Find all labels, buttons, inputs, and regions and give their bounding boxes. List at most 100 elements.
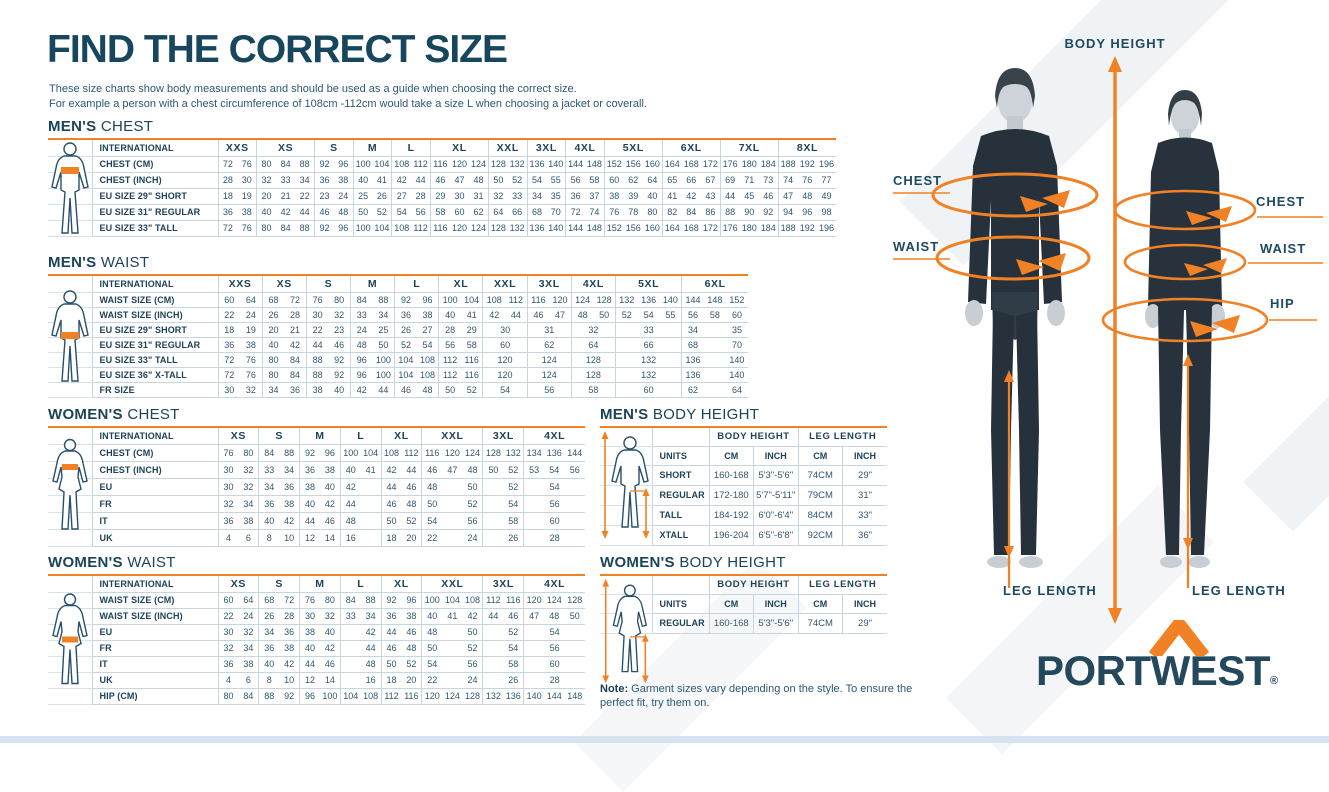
size-cell: 42 xyxy=(462,608,483,625)
size-cell: 34 xyxy=(360,608,382,625)
size-cell: 52 xyxy=(462,640,483,657)
bh-cell: 196-204 xyxy=(708,525,754,546)
size-cell: 19 xyxy=(237,188,257,205)
size-cell: 50 xyxy=(593,307,616,323)
size-cell: 12 xyxy=(299,529,320,547)
size-cell: 46 xyxy=(328,337,351,353)
size-cell: 38 xyxy=(279,640,300,657)
column-header-international: INTERNATIONAL xyxy=(91,427,219,445)
row-label: FR SIZE xyxy=(91,382,219,398)
size-cell: 44 xyxy=(360,640,382,657)
bh-group-header: LEG LENGTH xyxy=(797,427,888,447)
column-header-international: INTERNATIONAL xyxy=(91,139,219,157)
waist-label-man: WAIST xyxy=(893,239,940,254)
size-cell: 6 xyxy=(238,672,259,689)
size-group-header-xxs: XXS xyxy=(217,139,257,157)
size-cell xyxy=(442,672,463,689)
size-cell: 33 xyxy=(339,608,361,625)
size-cell xyxy=(360,478,382,496)
size-cell: 26 xyxy=(503,529,524,547)
size-cell: 48 xyxy=(360,656,382,673)
size-cell: 152 xyxy=(603,156,624,173)
size-cell: 60 xyxy=(614,382,682,398)
size-cell: 68 xyxy=(526,204,547,221)
size-cell: 98 xyxy=(816,204,837,221)
size-cell: 38 xyxy=(238,656,259,673)
row-label: FR xyxy=(91,640,219,657)
section-womens-waist: WOMEN'S WAIST INTERNATIONAL XS S M L XL XXL 3XL… xyxy=(48,554,585,705)
mens-waist-figure-icon xyxy=(51,290,89,382)
size-group-header-xs: XS xyxy=(256,139,315,157)
size-cell: 56 xyxy=(526,382,572,398)
size-cell: 184 xyxy=(758,220,779,237)
size-cell xyxy=(482,495,504,513)
size-cell: 84 xyxy=(275,220,296,237)
size-cell: 42 xyxy=(279,512,300,530)
size-cell: 32 xyxy=(217,640,239,657)
size-cell: 100 xyxy=(352,220,373,237)
size-group-header-3xl: 3XL xyxy=(526,275,572,293)
size-cell: 32 xyxy=(570,322,616,338)
row-label: EU SIZE 33" TALL xyxy=(91,352,219,368)
size-cell: 88 xyxy=(305,352,329,368)
size-cell: 41 xyxy=(661,188,682,205)
size-cell xyxy=(339,640,361,657)
size-cell: 144 xyxy=(681,292,704,308)
size-group-header-xxl: XXL xyxy=(482,275,528,293)
size-cell: 44 xyxy=(719,188,740,205)
leg-length-label-man: LEG LENGTH xyxy=(1003,583,1097,598)
size-cell: 76 xyxy=(240,367,263,383)
size-group-header-xs: XS xyxy=(261,275,307,293)
size-cell xyxy=(703,322,726,338)
size-cell: 64 xyxy=(725,382,748,398)
hip-measure-ellipse-woman xyxy=(1101,297,1269,343)
row-label: HIP (CM) xyxy=(91,688,219,705)
size-cell: 58 xyxy=(503,656,524,673)
size-cell xyxy=(482,478,504,496)
label-leader-lines xyxy=(893,192,1323,321)
size-cell: 42 xyxy=(319,495,341,513)
size-cell: 96 xyxy=(349,352,373,368)
size-cell: 40 xyxy=(438,307,461,323)
size-group-header-m: M xyxy=(352,139,392,157)
size-cell: 60 xyxy=(449,204,470,221)
size-group-header-m: M xyxy=(299,575,341,593)
row-label: WAIST SIZE (INCH) xyxy=(91,307,219,323)
size-cell: 25 xyxy=(352,188,373,205)
size-cell: 74 xyxy=(777,172,798,189)
size-cell: 54 xyxy=(391,204,412,221)
size-cell: 35 xyxy=(546,188,566,205)
size-cell: 50 xyxy=(462,478,483,496)
size-cell: 62 xyxy=(526,337,572,353)
size-cell: 30 xyxy=(449,188,470,205)
size-cell xyxy=(442,529,463,547)
size-group-header-xs: XS xyxy=(217,575,259,593)
size-cell: 136 xyxy=(526,156,547,173)
size-cell: 68 xyxy=(681,337,704,353)
size-cell: 124 xyxy=(544,592,565,609)
size-cell: 188 xyxy=(777,220,798,237)
size-cell: 46 xyxy=(319,656,341,673)
size-cell: 40 xyxy=(352,172,373,189)
womens-waist-table: INTERNATIONAL XS S M L XL XXL 3XL 4XL WAIST SIZE … xyxy=(48,574,585,705)
size-cell: 128 xyxy=(462,688,483,705)
size-cell: 50 xyxy=(421,640,443,657)
size-cell: 108 xyxy=(416,352,439,368)
size-cell: 52 xyxy=(372,204,392,221)
size-cell: 68 xyxy=(261,292,285,308)
size-cell: 104 xyxy=(372,156,392,173)
size-cell: 36 xyxy=(394,307,417,323)
fit-label: SHORT xyxy=(651,465,710,486)
size-cell: 24 xyxy=(462,529,483,547)
subtitle-line-2: For example a person with a chest circum… xyxy=(49,98,647,110)
size-cell xyxy=(442,478,463,496)
size-cell: 148 xyxy=(703,292,726,308)
size-cell xyxy=(360,512,382,530)
size-group-header-xxl: XXL xyxy=(487,139,528,157)
size-cell: 76 xyxy=(305,292,329,308)
size-cell: 144 xyxy=(564,444,585,462)
size-cell: 120 xyxy=(449,156,470,173)
size-cell: 112 xyxy=(505,292,528,308)
size-cell: 22 xyxy=(295,188,315,205)
size-cell: 25 xyxy=(372,322,395,338)
